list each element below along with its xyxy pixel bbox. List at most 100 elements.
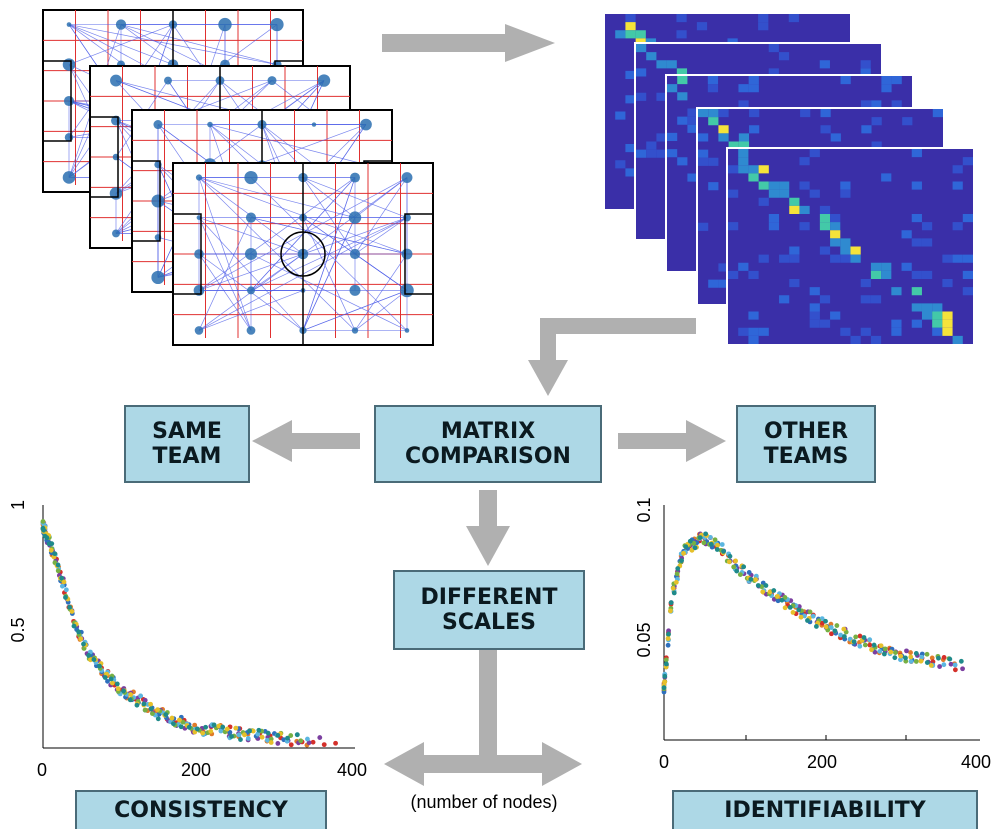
data-point (71, 623, 77, 629)
data-point (841, 626, 847, 632)
data-point (666, 631, 671, 637)
y-tick-1: 1 (8, 500, 28, 510)
data-point (200, 730, 206, 736)
data-point (782, 594, 788, 600)
data-point (697, 535, 703, 541)
data-point (52, 551, 58, 557)
data-point (755, 583, 761, 588)
data-point (55, 562, 61, 568)
data-point (134, 702, 140, 708)
data-point (805, 618, 810, 623)
data-point (192, 722, 198, 728)
different-scales-box: DIFFERENT SCALES (393, 570, 585, 650)
data-point (823, 618, 828, 624)
data-point (733, 558, 739, 564)
data-point (61, 579, 67, 585)
data-point (681, 550, 686, 556)
data-point (948, 661, 954, 667)
data-point (229, 734, 234, 739)
data-point (194, 726, 200, 732)
same-team-line1: SAME (152, 418, 222, 444)
data-point (48, 547, 54, 553)
data-point (321, 742, 327, 748)
data-point (81, 641, 86, 647)
matrix-comparison-line1: MATRIX (440, 418, 536, 444)
data-point (675, 566, 681, 571)
y-tick-0.1: 0.1 (634, 497, 654, 522)
data-point (148, 706, 154, 712)
data-point (285, 735, 290, 741)
data-point (746, 570, 752, 575)
data-point (150, 711, 155, 717)
data-point (76, 629, 82, 635)
data-point (898, 653, 904, 659)
data-point (668, 600, 674, 606)
matrix-comparison-box: MATRIX COMPARISON (374, 405, 602, 483)
data-point (823, 624, 829, 630)
arrow-to-same-team (252, 420, 360, 462)
data-point (851, 639, 857, 645)
data-point (703, 531, 709, 537)
data-point (208, 728, 214, 734)
data-point (102, 675, 108, 680)
data-point (121, 688, 127, 694)
consistency-label: CONSISTENCY (114, 797, 288, 823)
data-point (719, 542, 725, 547)
data-point (128, 692, 134, 697)
data-point (941, 655, 947, 660)
data-point (692, 545, 698, 551)
same-team-line2: TEAM (152, 444, 222, 469)
x-tick-0: 0 (37, 760, 47, 780)
data-point (829, 631, 834, 637)
data-point (138, 693, 144, 699)
data-point (936, 655, 941, 661)
different-scales-line1: DIFFERENT (420, 584, 558, 610)
data-point (707, 534, 713, 540)
x-tick-400: 400 (961, 752, 991, 772)
data-point (86, 653, 91, 658)
data-point (708, 541, 714, 547)
data-point (726, 559, 732, 565)
data-point (862, 642, 868, 648)
data-point (753, 577, 759, 583)
data-point (49, 541, 55, 547)
data-point (665, 636, 671, 641)
data-point (55, 568, 61, 574)
data-point (741, 564, 747, 570)
data-point (306, 740, 312, 746)
data-point (114, 681, 120, 687)
data-point (687, 538, 693, 544)
data-point (882, 646, 888, 652)
data-point (170, 721, 176, 727)
data-point (838, 632, 844, 638)
data-point (908, 659, 914, 664)
data-point (767, 589, 773, 595)
data-point (109, 680, 115, 686)
data-point (242, 732, 247, 738)
passing-network-stack (42, 9, 434, 346)
data-point (186, 724, 192, 730)
data-point (169, 715, 175, 721)
data-point (63, 587, 69, 593)
data-point (91, 657, 97, 662)
data-point (44, 535, 50, 541)
data-point (141, 701, 147, 707)
data-point (691, 540, 697, 546)
data-point (178, 724, 184, 730)
data-point (813, 624, 819, 629)
data-point (238, 737, 243, 742)
data-point (245, 736, 251, 741)
data-point (63, 595, 68, 600)
arrow-networks-to-matrices (382, 24, 555, 62)
data-point (333, 740, 338, 746)
data-point (227, 729, 233, 735)
data-point (40, 519, 46, 524)
data-point (958, 658, 964, 664)
data-point (775, 593, 780, 599)
data-point (748, 576, 754, 582)
data-point (148, 701, 153, 707)
data-point (236, 732, 242, 738)
data-point (268, 736, 274, 742)
data-point (683, 544, 689, 550)
data-point (288, 742, 294, 748)
